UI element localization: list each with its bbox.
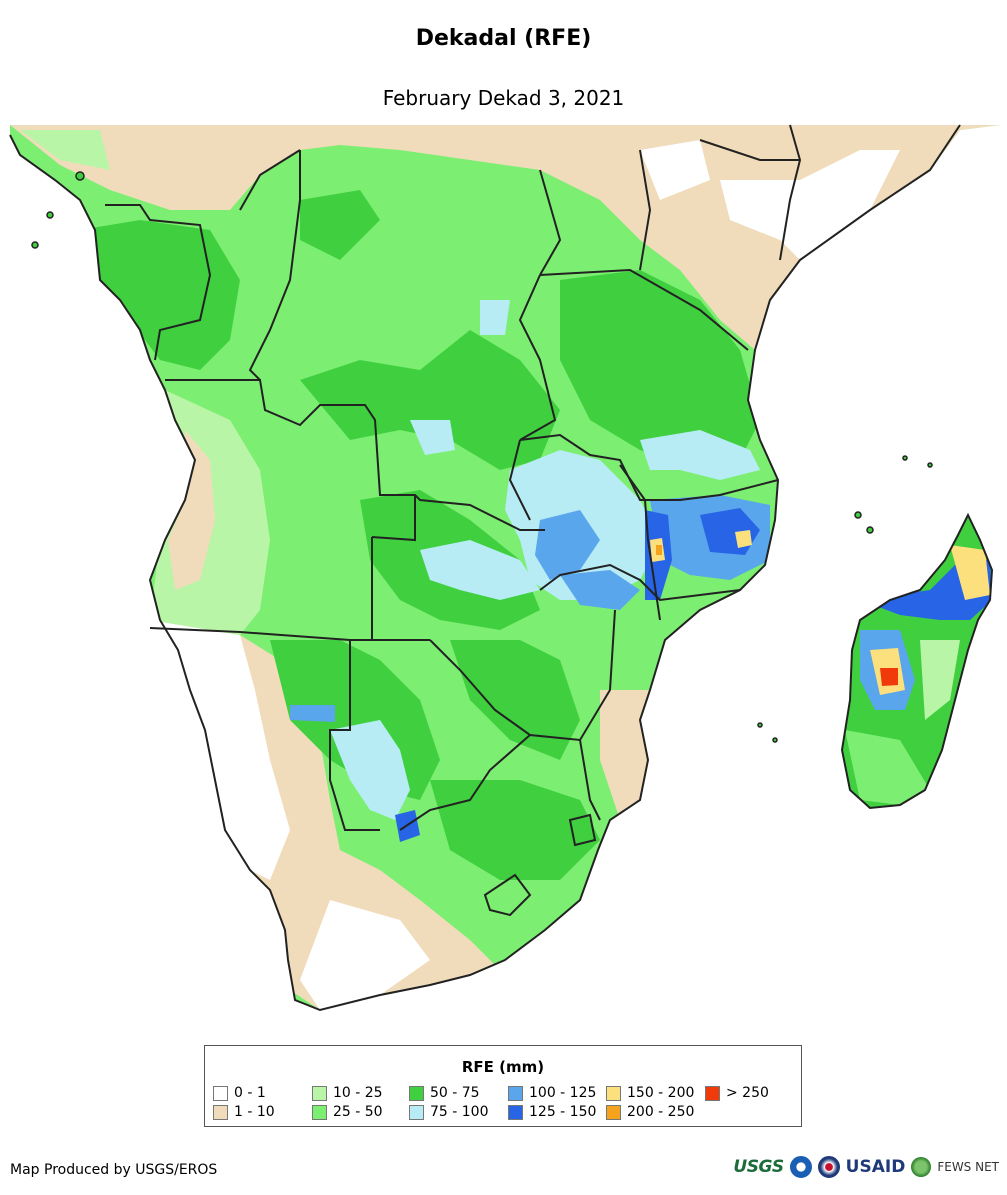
- legend-label: 25 - 50: [333, 1104, 383, 1120]
- legend-swatch: [409, 1085, 424, 1101]
- fews-net-logo: FEWS NET: [937, 1160, 999, 1174]
- legend-item-200-250: 200 - 250: [606, 1104, 694, 1120]
- legend: RFE (mm) 0 - 1 1 - 10 10 - 25 25 - 50 50…: [204, 1045, 802, 1127]
- legend-label: 1 - 10: [234, 1104, 275, 1120]
- legend-item-125-150: 125 - 150: [508, 1104, 596, 1120]
- legend-label: 10 - 25: [333, 1085, 383, 1101]
- legend-label: 150 - 200: [627, 1085, 695, 1101]
- legend-item-75-100: 75 - 100: [409, 1104, 489, 1120]
- legend-item-0-1: 0 - 1: [213, 1085, 266, 1101]
- usaid-seal-icon: [817, 1156, 840, 1178]
- legend-item-10-25: 10 - 25: [312, 1085, 383, 1101]
- noaa-seal-icon: [789, 1156, 812, 1178]
- legend-swatch: [409, 1104, 424, 1120]
- legend-title: RFE (mm): [461, 1058, 545, 1076]
- legend-label: 200 - 250: [627, 1104, 695, 1120]
- legend-item-150-200: 150 - 200: [606, 1085, 694, 1101]
- usgs-logo: USGS: [733, 1157, 784, 1177]
- legend-item-1-10: 1 - 10: [213, 1104, 275, 1120]
- legend-swatch: [705, 1085, 720, 1101]
- rainfall-map: [9, 124, 1000, 1012]
- legend-swatch: [508, 1104, 523, 1120]
- legend-label: 75 - 100: [430, 1104, 489, 1120]
- usaid-logo: USAID: [845, 1157, 906, 1177]
- legend-swatch: [606, 1085, 621, 1101]
- legend-swatch: [213, 1104, 228, 1120]
- map-title: Dekadal (RFE): [415, 26, 592, 51]
- legend-item-50-75: 50 - 75: [409, 1085, 480, 1101]
- legend-label: 100 - 125: [529, 1085, 597, 1101]
- legend-swatch: [508, 1085, 523, 1101]
- legend-label: > 250: [726, 1085, 769, 1101]
- legend-item-100-125: 100 - 125: [508, 1085, 596, 1101]
- legend-swatch: [312, 1104, 327, 1120]
- legend-label: 125 - 150: [529, 1104, 597, 1120]
- map-subtitle: February Dekad 3, 2021: [382, 86, 625, 110]
- legend-swatch: [312, 1085, 327, 1101]
- globe-icon: [911, 1157, 932, 1177]
- legend-swatch: [213, 1085, 228, 1101]
- legend-item-25-50: 25 - 50: [312, 1104, 383, 1120]
- legend-label: 50 - 75: [430, 1085, 480, 1101]
- legend-swatch: [606, 1104, 621, 1120]
- legend-item-over-250: > 250: [705, 1085, 769, 1101]
- logo-strip: USGS USAID FEWS NET: [733, 1156, 999, 1178]
- credit-text: Map Produced by USGS/EROS: [10, 1162, 218, 1178]
- legend-label: 0 - 1: [234, 1085, 266, 1101]
